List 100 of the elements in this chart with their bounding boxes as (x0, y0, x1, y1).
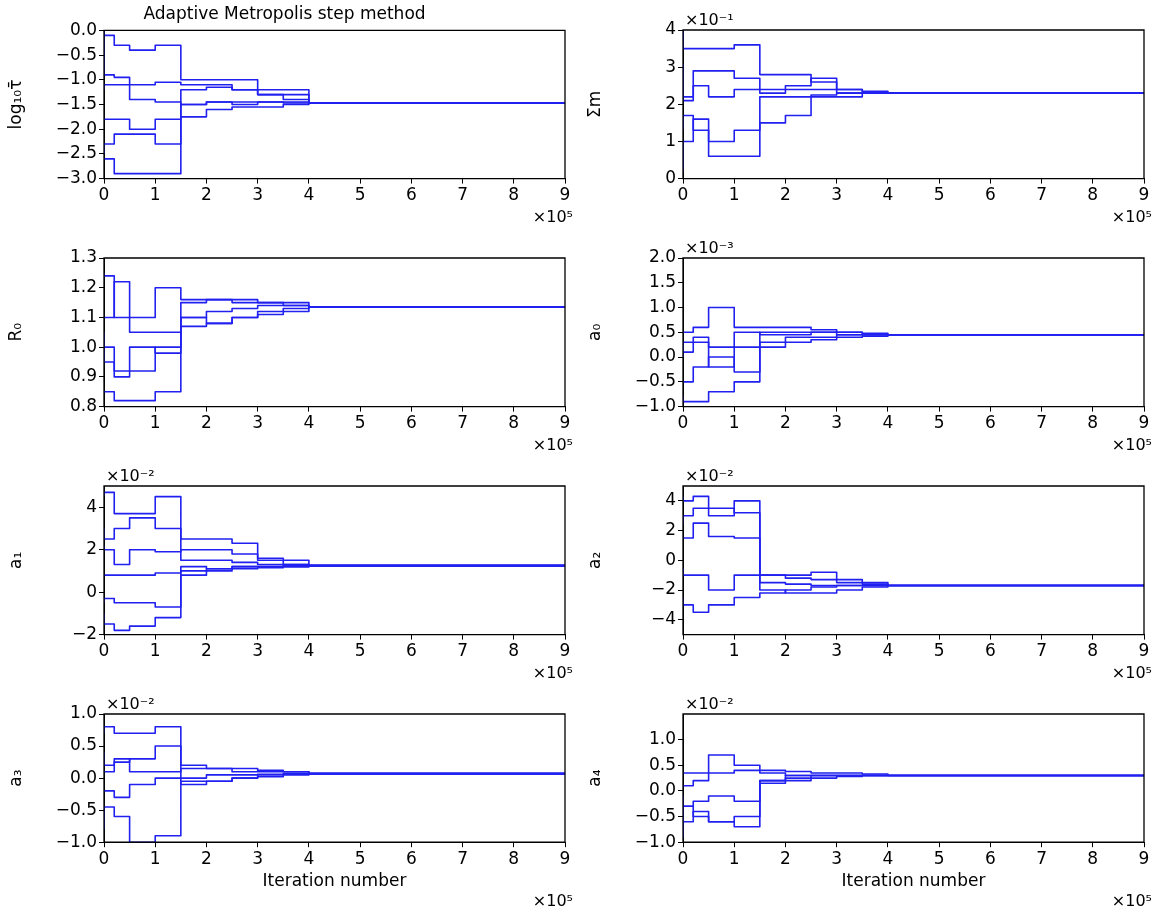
x-tick-label: 5 (354, 847, 366, 868)
x-tick-label: 3 (831, 640, 843, 661)
y-tick-label: 1.0 (648, 295, 676, 316)
text: ×10⁵ (1111, 663, 1152, 683)
x-tick-label: 5 (933, 412, 945, 433)
x-tick-label: 8 (508, 640, 520, 661)
y-tick-label: 0 (86, 580, 97, 601)
x-tick-label: 6 (984, 184, 996, 205)
x-tick-label: 4 (882, 412, 894, 433)
text: ×10⁻² (106, 466, 155, 486)
x-tick-label: 2 (201, 184, 212, 205)
x-tick-label: 8 (1087, 847, 1099, 868)
x-tick-label: 1 (728, 184, 740, 205)
x-tick-label: 6 (405, 640, 417, 661)
y-tick-label: 1.0 (69, 702, 97, 723)
x-tick-label: 8 (1087, 184, 1099, 205)
y-tick-label: 1.0 (648, 728, 676, 749)
y-axis-title: a₄ (583, 769, 604, 787)
x-tick-label: 1 (149, 640, 161, 661)
y-tick-label: 1.2 (69, 276, 97, 297)
text: ×10⁵ (532, 663, 573, 683)
y-tick-label: 0.8 (69, 395, 97, 416)
text: ×10⁵ (1111, 435, 1152, 455)
x-tick-label: 1 (149, 847, 161, 868)
x-tick-label: 4 (303, 412, 315, 433)
y-axis-title: R₀ (4, 322, 25, 342)
text: ×10⁵ (1111, 207, 1152, 227)
x-tick-label: 2 (201, 640, 212, 661)
y-axis-title: Σm (583, 90, 604, 118)
x-tick-label: 9 (1138, 640, 1150, 661)
y-tick-label: −2.0 (55, 117, 97, 138)
x-tick-label: 6 (405, 412, 417, 433)
x-tick-label: 1 (728, 847, 740, 868)
x-tick-label: 8 (1087, 412, 1099, 433)
x-tick-label: 7 (457, 412, 468, 433)
y-tick-label: 4 (665, 18, 676, 39)
text: ×10⁵ (532, 891, 573, 911)
x-tick-label: 3 (252, 847, 264, 868)
x-tick-label: 3 (831, 412, 843, 433)
x-tick-label: 1 (149, 412, 161, 433)
y-tick-label: 0 (665, 167, 676, 188)
x-tick-label: 6 (405, 184, 417, 205)
x-tick-label: 3 (252, 184, 264, 205)
text: ×10⁵ (532, 207, 573, 227)
y-axis-title: log₁₀τ̄ (4, 79, 25, 130)
y-tick-label: −1.0 (55, 68, 97, 89)
y-tick-label: −1.0 (634, 830, 676, 851)
x-tick-label: 1 (728, 412, 740, 433)
x-tick-label: 1 (728, 640, 740, 661)
text: ×10⁻² (685, 694, 734, 714)
x-tick-label: 8 (508, 847, 520, 868)
x-tick-label: 6 (984, 847, 996, 868)
y-tick-label: 0.0 (648, 779, 676, 800)
x-tick-label: 3 (831, 184, 843, 205)
x-tick-label: 7 (457, 847, 468, 868)
y-tick-label: 0.5 (648, 753, 676, 774)
text: ×10⁻² (106, 694, 155, 714)
text: ×10⁻³ (685, 238, 734, 258)
y-tick-label: −0.5 (634, 370, 676, 391)
y-tick-label: −2 (71, 623, 97, 644)
x-tick-label: 7 (457, 184, 468, 205)
y-tick-label: 0.0 (69, 766, 97, 787)
y-tick-label: 3 (665, 55, 676, 76)
x-tick-label: 2 (780, 847, 791, 868)
x-axis-title: Iteration number (262, 870, 407, 891)
y-axis-title: a₁ (4, 551, 25, 569)
x-axis-title: Iteration number (841, 870, 986, 891)
y-axis-title: a₃ (4, 769, 25, 787)
x-tick-label: 6 (405, 847, 417, 868)
y-tick-label: −1.0 (634, 395, 676, 416)
x-tick-label: 9 (1138, 412, 1150, 433)
x-tick-label: 7 (1036, 640, 1047, 661)
x-tick-label: 6 (984, 412, 996, 433)
x-tick-label: 4 (303, 847, 315, 868)
x-tick-label: 7 (1036, 847, 1047, 868)
x-tick-label: 9 (559, 412, 571, 433)
x-tick-label: 3 (831, 847, 843, 868)
y-tick-label: 2 (86, 538, 97, 559)
x-tick-label: 2 (780, 184, 791, 205)
x-tick-label: 3 (252, 640, 264, 661)
y-tick-label: 4 (665, 489, 676, 510)
y-tick-label: 2 (665, 519, 676, 539)
y-tick-label: 1 (665, 129, 676, 150)
x-tick-label: 8 (508, 412, 520, 433)
y-tick-label: 0.5 (648, 320, 676, 341)
x-tick-label: 5 (933, 184, 945, 205)
x-tick-label: 4 (882, 847, 894, 868)
y-tick-label: −2 (650, 578, 676, 599)
x-tick-label: 7 (1036, 184, 1047, 205)
x-tick-label: 7 (457, 640, 468, 661)
x-tick-label: 5 (354, 412, 366, 433)
x-tick-label: 2 (201, 847, 212, 868)
y-tick-label: −2.5 (55, 142, 97, 163)
y-tick-label: 0.0 (69, 18, 97, 39)
y-tick-label: 1.1 (69, 305, 97, 326)
y-tick-label: −3.0 (55, 167, 97, 188)
y-tick-label: 1.0 (69, 335, 97, 356)
y-tick-label: −0.5 (634, 804, 676, 825)
y-tick-label: 1.5 (648, 271, 676, 292)
chart-title: Adaptive Metropolis step method (143, 2, 426, 23)
